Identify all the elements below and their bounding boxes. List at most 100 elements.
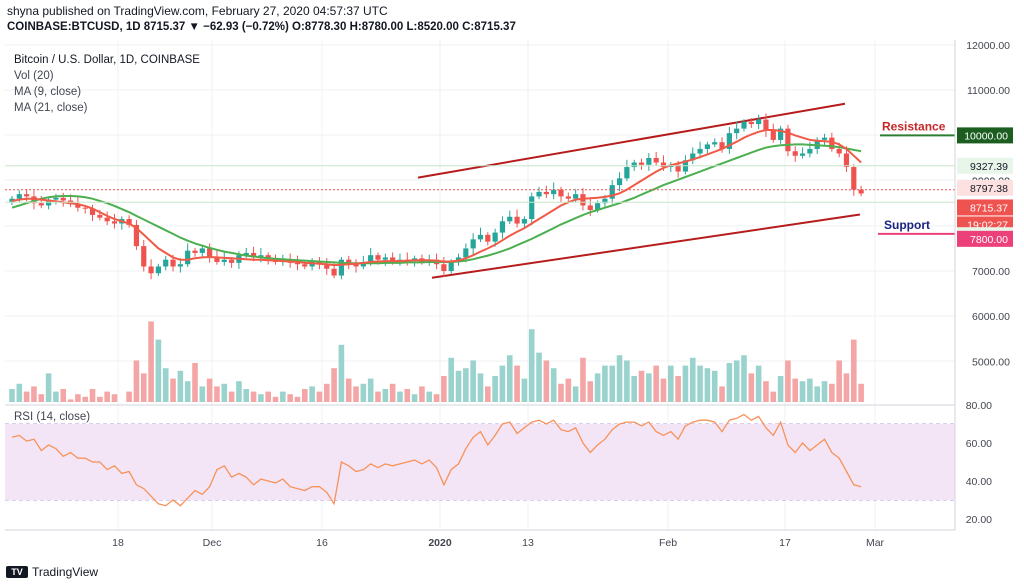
volume-bar <box>16 383 23 402</box>
volume-bar <box>353 386 359 402</box>
volume-bar <box>638 370 645 402</box>
volume-bar <box>799 381 806 402</box>
volume-bar <box>646 373 652 402</box>
volume-bar <box>829 383 835 402</box>
time-tick-label: 18 <box>112 537 124 549</box>
candle-body <box>675 164 681 172</box>
volume-bar <box>836 360 842 402</box>
volume-bar <box>228 391 235 402</box>
candle-body <box>821 137 828 140</box>
candle-body <box>624 167 630 179</box>
candle-body <box>843 153 850 168</box>
volume-bar <box>448 357 454 402</box>
volume-bar <box>843 373 850 402</box>
candle-body <box>163 259 169 267</box>
volume-bar <box>689 357 696 402</box>
volume-bar <box>75 394 81 402</box>
volume-bar <box>514 365 520 402</box>
price-tag <box>957 179 1013 196</box>
lower-channel-line <box>431 213 861 279</box>
volume-bar <box>294 396 301 402</box>
price-change: −62.93 (−0.72%) <box>203 21 289 33</box>
volume-bar <box>280 391 286 402</box>
candle-body <box>82 207 88 209</box>
candle-body <box>587 205 593 210</box>
volume-bar <box>455 370 462 402</box>
volume-bar <box>97 396 103 402</box>
volume-bar <box>236 381 242 402</box>
volume-bar <box>851 339 857 402</box>
candle-body <box>690 153 696 161</box>
candle-body <box>580 194 586 206</box>
volume-bar <box>258 394 264 402</box>
candle-body <box>463 248 469 258</box>
candle-body <box>353 264 359 267</box>
volume-bar <box>389 383 396 402</box>
candle-body <box>338 259 344 276</box>
ohlc-header: COINBASE:BTCUSD, 1D 8715.37 ▼ −62.93 (−0… <box>7 21 516 33</box>
volume-bar <box>411 394 418 402</box>
volume-bar <box>821 381 828 402</box>
candle-body <box>207 248 213 257</box>
volume-bar <box>660 378 667 402</box>
candle-body <box>192 250 198 253</box>
candle-body <box>346 259 352 265</box>
volume-bar <box>499 365 506 402</box>
candles <box>9 113 864 280</box>
support-label: Support <box>884 218 930 232</box>
candle-body <box>141 246 147 267</box>
candle-body <box>799 153 806 156</box>
candle-body <box>748 121 754 125</box>
publish-header: shyna published on TradingView.com, Febr… <box>7 4 388 18</box>
candle-body <box>565 196 571 199</box>
volume-bar <box>360 383 367 402</box>
candle-body <box>16 194 22 199</box>
candle-body <box>31 196 37 204</box>
candle-body <box>390 257 396 262</box>
candle-body <box>243 252 249 256</box>
down-arrow-icon: ▼ <box>188 21 200 33</box>
volume-bar <box>162 368 169 402</box>
time-tick-label: 2020 <box>428 537 452 549</box>
candle-body <box>60 197 66 201</box>
volume-bar <box>594 373 601 402</box>
candle-body <box>609 185 615 199</box>
time-tick-label: Mar <box>866 537 885 549</box>
volume-bar <box>38 394 45 402</box>
volume-bar <box>89 389 96 402</box>
volume-bar <box>323 383 330 402</box>
volume-bar <box>338 344 345 402</box>
volume-bar <box>580 357 586 402</box>
volume-bar <box>9 389 15 402</box>
volume-bar <box>53 391 59 402</box>
price-levels <box>5 134 955 235</box>
candle-body <box>214 256 220 262</box>
legend-ma21: MA (21, close) <box>14 102 88 114</box>
candle-body <box>704 144 710 149</box>
candle-body <box>470 239 476 249</box>
volume-bar <box>82 396 88 402</box>
candle-body <box>807 148 813 154</box>
volume-bar <box>367 378 374 402</box>
volume-bar <box>397 391 403 402</box>
ma9-line <box>11 129 862 267</box>
rsi-tick-label: 40.00 <box>966 476 992 488</box>
volume-bar <box>609 365 616 402</box>
candle-body <box>53 197 59 200</box>
volume-bar <box>133 360 140 402</box>
candle-body <box>75 204 81 208</box>
annotations: Resistance Support <box>882 119 946 231</box>
price-tag <box>957 199 1013 216</box>
volume-bar <box>616 355 623 402</box>
volume-bar <box>682 365 689 402</box>
brand-name: TradingView <box>32 565 99 579</box>
candle-body <box>485 234 491 242</box>
price-tick-label: 7000.00 <box>972 266 1010 278</box>
candle-body <box>148 266 154 274</box>
price-tag-label: 10000.00 <box>964 130 1008 142</box>
candle-body <box>375 255 381 260</box>
footer: TV TradingView <box>6 565 98 579</box>
price-tag-label: 9327.39 <box>970 161 1008 173</box>
candle-body <box>265 255 271 259</box>
